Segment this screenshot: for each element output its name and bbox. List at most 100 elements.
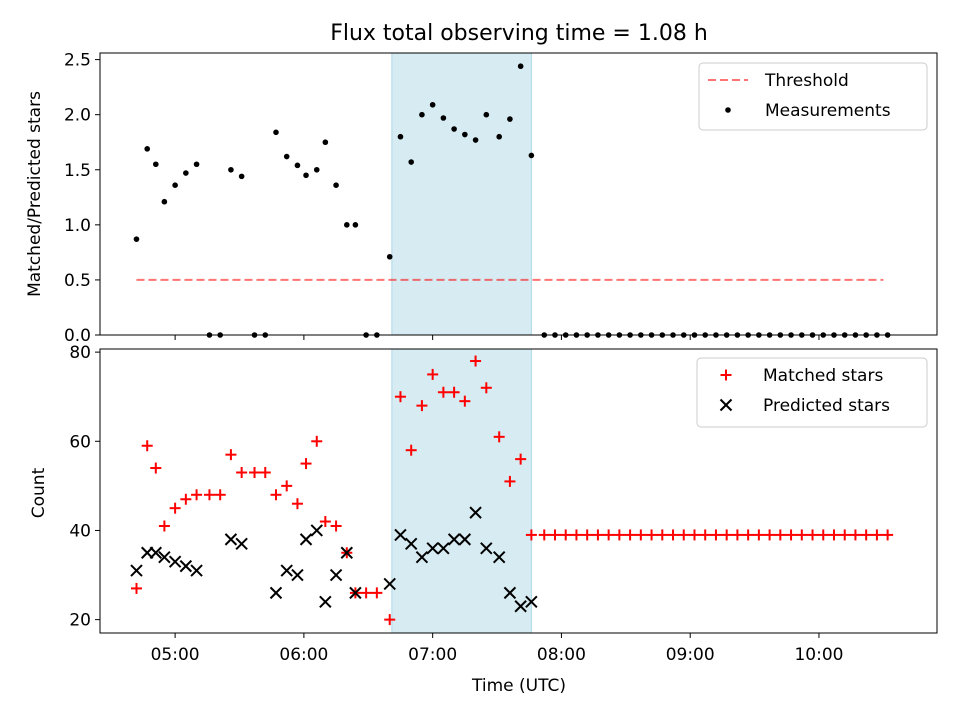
matched-star-point [214,489,226,501]
legend-box [696,357,928,428]
matched-star-point [360,587,372,599]
measurement-point [133,236,140,242]
predicted-star-point [503,586,517,600]
matched-star-point [581,529,593,541]
matched-star-point [525,529,537,541]
matched-star-point [871,529,883,541]
y-tick-label: 2.0 [64,106,91,126]
matched-star-point [405,444,417,456]
matched-star-point [300,458,312,470]
measurement-point [483,111,490,118]
predicted-star-point [299,533,313,546]
predicted-star-point [426,542,439,555]
measurement-point [161,198,168,205]
matched-star-point [538,529,550,541]
matched-star-point [319,516,331,528]
shaded-interval [391,348,532,634]
matched-star-point [817,529,829,541]
matched-star-point [839,529,851,541]
matched-star-point [281,480,293,492]
bottom-plot-frame [99,348,938,634]
bottom-plot-background [391,348,532,634]
predicted-star-point [179,559,193,573]
y-tick-label: 2.5 [64,51,91,71]
matched-star-point [141,440,153,452]
x-tick-label: 10:00 [794,645,843,665]
predicted-star-point [130,564,143,577]
measurement-point [153,161,159,168]
y-tick-label: 80 [69,343,91,363]
legend-matched-swatch [720,369,732,381]
measurement-point [273,129,279,136]
measurement-point [352,222,359,228]
measurement-point [183,170,189,176]
predicted-star-point [168,555,182,568]
matched-star-point [624,529,636,541]
measurement-point [322,139,329,146]
chart-title: Flux total observing time = 1.08 h [330,21,708,46]
matched-star-point [270,489,282,501]
measurement-point [144,146,151,152]
matched-star-point [470,355,482,367]
measurement-point [528,152,535,159]
predicted-star-point [224,533,238,546]
bottom-legend: Matched stars Predicted stars [696,357,928,428]
predicted-star-point [319,595,332,608]
predicted-star-point [280,564,293,577]
bottom-panel: Count Time (UTC) 20 40 60 80 05:00 06:00 07:00… [29,343,938,696]
legend-label: Measurements [765,101,891,121]
matched-star-point [249,466,261,478]
measurement-point [344,222,350,228]
matched-star-point [560,529,572,541]
matched-star-point [416,400,428,412]
y-tick-label: 0.0 [64,326,91,346]
matched-star-point [291,498,303,510]
matched-star-point [394,391,406,403]
matched-star-point [180,493,192,505]
matched-star-point [678,529,690,541]
x-tick-label: 05:00 [151,645,200,665]
measurement-point [451,126,457,132]
measurement-point [386,253,393,260]
predicted-star-point [235,537,248,551]
top-plot-background [391,52,532,336]
matched-star-point [646,529,658,541]
matched-star-point [828,529,840,541]
matched-star-point [710,529,722,541]
matched-star-point [807,529,819,541]
legend-label: Threshold [764,71,849,91]
top-legend: Threshold Measurements [698,62,928,131]
bottom-axes-ticks: 20 40 60 80 05:00 06:00 07:00 08:00 09:00 10:00 [69,343,843,665]
matched-star-point [203,489,215,501]
matched-star-point [849,529,861,541]
x-tick-label: 08:00 [537,645,586,665]
x-tick-label: 06:00 [279,645,328,665]
matched-star-point [191,489,203,501]
predicted-star-point [269,586,283,600]
matched-star-point [731,529,743,541]
y-tick-label: 1.0 [64,216,91,236]
matched-star-point [150,462,162,474]
matched-star-point [603,529,615,541]
y-tick-label: 0.5 [64,271,91,291]
matched-star-point [371,587,383,599]
matched-star-point [130,582,142,594]
legend-measurement-swatch [725,107,731,113]
predicted-star-point [349,586,362,600]
predicted-star-point [514,600,527,613]
matched-star-point [169,502,181,514]
top-plot-frame [99,52,938,336]
matched-star-point [549,529,561,541]
matched-star-point [699,529,711,541]
matched-star-point [764,529,776,541]
matched-star-point [667,529,679,541]
matched-star-point [480,382,492,394]
predicted-star-point [447,533,461,546]
matched-star-point [158,520,170,532]
matched-star-point [515,453,527,465]
predicted-star-point [458,533,472,546]
legend-label: Matched stars [763,366,883,386]
matched-star-point [225,449,237,461]
y-tick-label: 40 [69,521,91,541]
matched-star-point [774,529,786,541]
